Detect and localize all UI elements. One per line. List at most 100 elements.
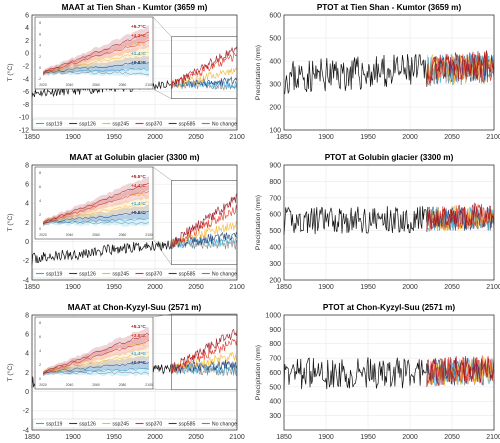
- chart-title: MAAT at Tien Shan - Kumtor (3659 m): [62, 3, 208, 12]
- chart-title: PTOT at Tien Shan - Kumtor (3659 m): [317, 3, 462, 12]
- observed-series-line: [283, 54, 428, 95]
- inset-band-ssp119: [43, 361, 149, 377]
- x-tick-label: 2000: [402, 134, 418, 141]
- y-tick-label: 400: [269, 399, 281, 406]
- x-tick-label: 1850: [24, 434, 40, 441]
- y-tick-label: 4: [25, 351, 29, 358]
- inset-band-ssp585: [43, 25, 149, 76]
- y-tick-label: 500: [269, 35, 281, 42]
- y-tick-label: 8: [25, 162, 29, 169]
- series-line-ssp370: [426, 51, 495, 86]
- inset-x-tick-label: 2080: [119, 233, 127, 237]
- inset-line-no-change: [42, 220, 150, 225]
- legend-label: ssp585: [179, 272, 196, 278]
- y-tick-label: 200: [269, 104, 281, 111]
- inset-frame: [34, 16, 154, 90]
- inset-y-tick-label: 6: [39, 32, 41, 36]
- y-tick-label: 200: [269, 277, 281, 284]
- y-tick-label: 600: [269, 370, 281, 377]
- y-tick-label: 400: [269, 58, 281, 65]
- x-tick-label: 2100: [486, 134, 500, 141]
- x-tick-label: 1900: [318, 434, 334, 441]
- warming-annotation: +2.4°C: [131, 342, 146, 348]
- x-tick-label: 1900: [65, 434, 81, 441]
- inset-line-ssp585: [42, 182, 150, 224]
- x-tick-label: 2100: [229, 434, 245, 441]
- y-axis-label: T (°C): [6, 63, 14, 81]
- legend-label: ssp119: [46, 122, 62, 128]
- inset-y-tick-label: 2: [39, 55, 41, 59]
- inset-y-tick-label: 4: [39, 349, 41, 353]
- inset-line-ssp245: [42, 351, 150, 374]
- x-tick-label: 2050: [444, 434, 460, 441]
- inset-band-ssp126: [43, 55, 149, 76]
- legend-box: [32, 418, 237, 429]
- inset-y-tick-label: 0: [39, 66, 41, 70]
- chart-title: MAAT at Golubin glacier (3300 m): [70, 153, 200, 162]
- inset-line-ssp126: [42, 362, 150, 374]
- series-line-ssp126: [426, 357, 495, 387]
- legend-label: ssp126: [79, 272, 96, 278]
- axes-frame: [283, 164, 495, 281]
- x-tick-label: 1850: [276, 434, 292, 441]
- warming-annotation: +1.4°C: [131, 351, 146, 357]
- x-tick-label: 1850: [24, 284, 40, 291]
- x-tick-label: 1950: [106, 434, 122, 441]
- observed-series-line: [283, 357, 428, 390]
- y-tick-label: -4: [23, 427, 29, 434]
- warming-annotation: +1.4°C: [131, 51, 146, 57]
- warming-annotation: +0.7°C: [131, 360, 146, 366]
- y-tick-label: -4: [23, 277, 29, 284]
- inset-line-ssp370: [42, 191, 150, 224]
- zoom-connector: [152, 388, 172, 390]
- y-tick-label: 6: [25, 332, 29, 339]
- y-tick-label: 1000: [265, 312, 281, 319]
- y-tick-label: 0: [25, 239, 29, 246]
- x-tick-label: 1900: [65, 134, 81, 141]
- inset-band-ssp370: [43, 184, 149, 226]
- legend-label: ssp126: [79, 422, 96, 428]
- inset-x-tick-label: 2080: [119, 83, 127, 87]
- chart-panel-1: MAAT at Tien Shan - Kumtor (3659 m) 1850 1…: [6, 3, 245, 141]
- y-tick-label: 500: [269, 384, 281, 391]
- inset-x-tick-label: 2060: [92, 383, 100, 387]
- inset-x-tick-label: 2040: [66, 233, 74, 237]
- warming-annotation: +3.8°C: [131, 333, 146, 339]
- x-tick-label: 1900: [318, 284, 334, 291]
- chart-title: MAAT at Chon-Kyzyl-Suu (2571 m): [68, 303, 202, 312]
- x-tick-label: 2100: [229, 284, 245, 291]
- x-tick-label: 2000: [147, 434, 163, 441]
- inset-x-tick-label: 2040: [66, 383, 74, 387]
- y-tick-label: 700: [269, 195, 281, 202]
- y-tick-label: 6: [25, 12, 29, 19]
- warming-annotation: +0.8°C: [131, 60, 146, 66]
- y-tick-label: 600: [269, 212, 281, 219]
- chart-title: PTOT at Golubin glacier (3300 m): [325, 153, 454, 162]
- x-tick-label: 2100: [229, 134, 245, 141]
- x-tick-label: 2000: [402, 434, 418, 441]
- y-axis-label: Precipitation (mm): [255, 45, 262, 100]
- inset-y-tick-label: 4: [39, 44, 41, 48]
- inset-y-tick-label: 8: [39, 21, 41, 25]
- warming-annotation: +0.8°C: [131, 210, 146, 216]
- inset-y-tick-label: 8: [39, 321, 41, 325]
- x-tick-label: 1950: [106, 284, 122, 291]
- inset-x-tick-label: 2060: [92, 233, 100, 237]
- x-tick-label: 1950: [360, 134, 376, 141]
- x-tick-label: 1900: [318, 134, 334, 141]
- y-tick-label: -4: [23, 76, 29, 83]
- zoom-box: [171, 313, 238, 391]
- inset-x-tick-label: 2060: [92, 83, 100, 87]
- series-line-ssp245: [426, 356, 495, 387]
- y-tick-label: 900: [269, 162, 281, 169]
- inset-band-ssp370: [43, 33, 149, 76]
- legend-label: No change: [212, 122, 237, 128]
- warming-annotation: +2.6°C: [131, 42, 146, 48]
- inset-line-ssp119: [42, 367, 150, 374]
- y-axis-label: T (°C): [6, 363, 14, 381]
- y-tick-label: 300: [269, 413, 281, 420]
- chart-panel-4: PTOT at Golubin glacier (3300 m) 1850 1900…: [255, 153, 500, 291]
- zoom-connector: [152, 313, 172, 318]
- axes-frame: [283, 14, 495, 131]
